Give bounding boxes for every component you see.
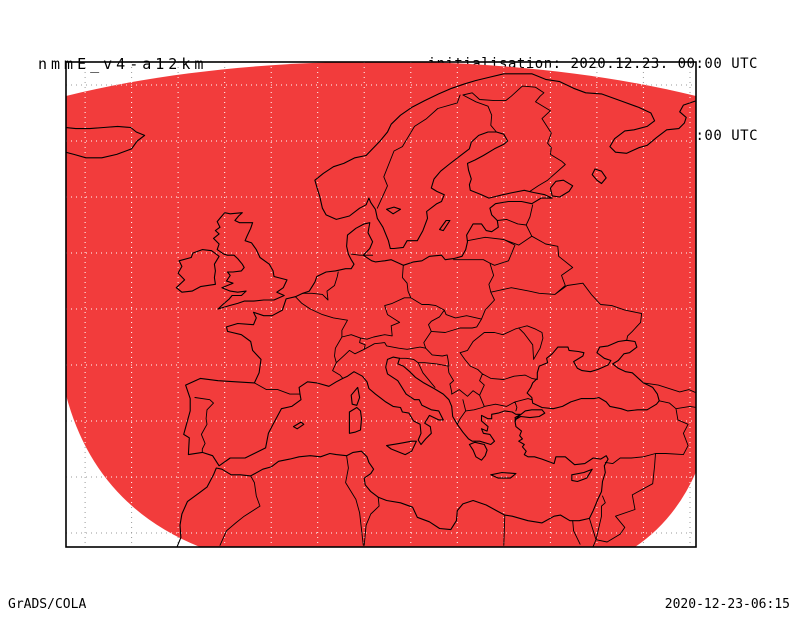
- grads-credit: GrADS/COLA: [8, 597, 87, 612]
- country-borders: [194, 85, 696, 547]
- map-frame: [65, 61, 697, 548]
- model-title: nmmE_v4-a12km: [38, 55, 208, 73]
- creation-timestamp: 2020-12-23-06:15: [664, 597, 790, 612]
- coastlines: [66, 73, 696, 547]
- grid-lines: [66, 62, 696, 547]
- model-domain-fill: [66, 62, 696, 547]
